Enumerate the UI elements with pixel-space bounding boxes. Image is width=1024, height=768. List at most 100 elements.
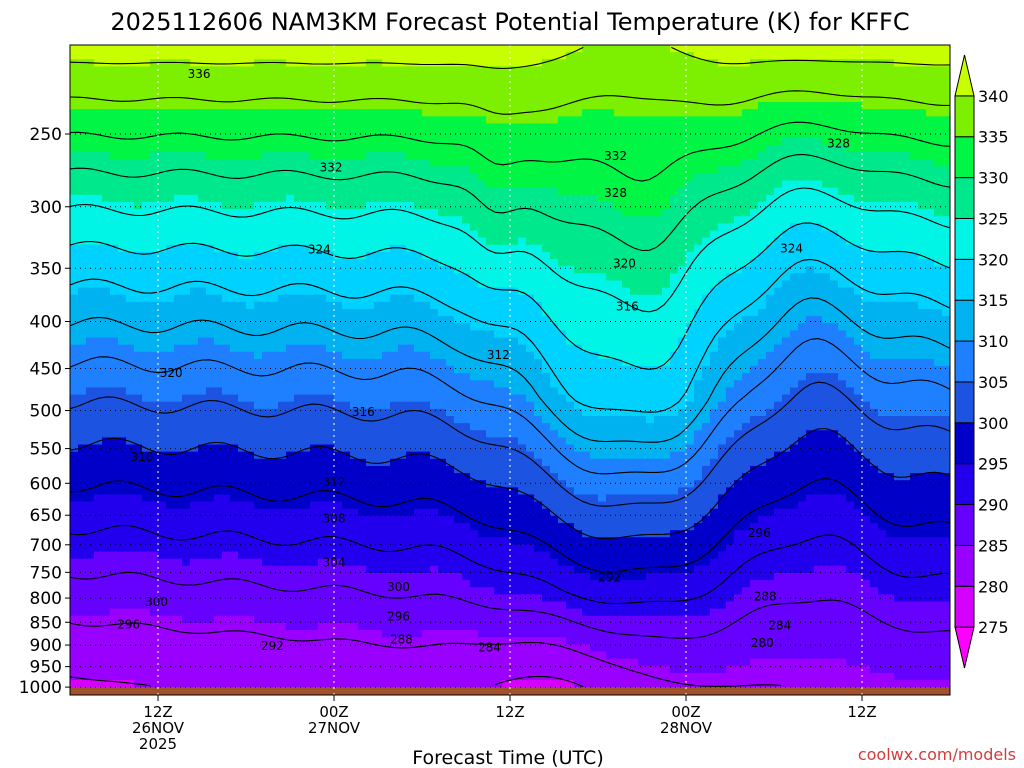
theta-band-cell [70, 430, 487, 438]
theta-band-cell [894, 672, 950, 681]
theta-band-cell [726, 330, 791, 339]
contour-308 [70, 338, 950, 475]
theta-band-cell [222, 551, 239, 560]
theta-band-cell [70, 52, 567, 60]
theta-band-cell [182, 394, 239, 403]
theta-band-cell [190, 501, 255, 510]
contour-label: 300 [387, 580, 410, 594]
theta-band-cell [790, 444, 855, 453]
theta-band-cell [70, 473, 471, 481]
theta-band-cell [702, 473, 743, 481]
theta-band-cell [670, 45, 950, 53]
theta-band-cell [70, 201, 135, 210]
theta-band-cell [430, 451, 535, 460]
theta-band-cell [542, 458, 711, 467]
contour-label: 324 [780, 241, 803, 255]
theta-band-cell [70, 508, 359, 517]
theta-band-cell [70, 401, 255, 410]
theta-band-cell [110, 608, 151, 617]
contour-label: 312 [323, 475, 346, 489]
theta-band-cell [678, 408, 711, 417]
theta-band-cell [750, 59, 895, 67]
theta-band-cell [558, 387, 695, 396]
theta-band-cell [326, 344, 399, 353]
theta-band-cell [382, 59, 543, 67]
theta-band-cell [774, 287, 855, 296]
x-tick-label: 2025 [139, 735, 177, 753]
theta-band-cell [598, 194, 671, 203]
theta-band-cell [70, 244, 119, 253]
theta-band-cell [398, 344, 415, 353]
theta-band-cell [718, 451, 775, 460]
theta-band-cell [558, 187, 679, 196]
theta-band-cell [934, 209, 950, 217]
theta-band-cell [206, 387, 223, 396]
theta-band-cell [686, 444, 719, 453]
theta-band-cell [70, 387, 87, 396]
contour-label: 316 [130, 450, 153, 464]
theta-band-cell [550, 316, 695, 324]
theta-band-cell [582, 530, 671, 538]
theta-band-cell [750, 259, 935, 267]
theta-band-cell [310, 501, 343, 510]
theta-band-cell [438, 259, 559, 267]
theta-band-cell [742, 266, 807, 274]
contour-label: 284 [768, 619, 791, 633]
colorbar-label: 320 [978, 250, 1009, 269]
theta-band-cell [734, 594, 895, 603]
theta-band-cell [798, 437, 847, 446]
theta-band-cell [782, 180, 823, 189]
contour-284 [70, 622, 782, 687]
theta-band-cell [606, 273, 671, 282]
theta-band-cell [70, 73, 950, 82]
theta-band-cell [182, 558, 191, 567]
theta-band-cell [70, 651, 607, 660]
y-tick-label: 750 [30, 563, 62, 583]
theta-band-cell [806, 316, 823, 324]
theta-band-cell [886, 530, 950, 538]
theta-band-cell [694, 437, 727, 446]
theta-band-cell [918, 201, 950, 210]
theta-band-cell [70, 394, 143, 403]
theta-band-cell [678, 266, 743, 274]
theta-band-cell [686, 180, 783, 189]
theta-band-cell [566, 337, 679, 346]
theta-band-cell [734, 380, 799, 389]
theta-band-cell [478, 530, 583, 538]
theta-band-cell [766, 408, 879, 417]
theta-band-cell [438, 308, 543, 317]
theta-band-cell [566, 480, 695, 488]
theta-band-cell [190, 558, 263, 567]
theta-band-cell [702, 423, 743, 431]
theta-band-cell [726, 394, 783, 403]
theta-band-cell [838, 323, 950, 331]
theta-band-cell [70, 152, 111, 160]
theta-band-cell [782, 280, 839, 289]
theta-band-cell [174, 294, 223, 303]
plot-area [70, 45, 950, 688]
grid-lines [70, 45, 950, 695]
theta-band-cell [838, 230, 950, 239]
theta-band-cell [134, 344, 175, 353]
theta-band-cell [294, 194, 599, 203]
theta-band-cell [478, 280, 623, 289]
theta-band-cell [406, 451, 431, 460]
theta-band-cell [534, 408, 583, 417]
theta-band-cell [758, 515, 871, 524]
theta-band-cell [350, 451, 407, 460]
theta-band-cell [70, 308, 439, 317]
theta-band-cell [126, 294, 175, 303]
theta-band-cell [470, 166, 719, 175]
theta-band-cell [70, 301, 247, 310]
theta-band-cell [70, 480, 487, 488]
theta-band-cell [870, 351, 950, 360]
theta-band-cell [822, 316, 950, 324]
theta-band-cell [822, 137, 950, 146]
theta-band-cell [86, 387, 127, 396]
theta-band-cell [750, 465, 879, 474]
theta-band-cell [702, 301, 767, 310]
theta-band-cell [558, 259, 687, 267]
theta-band-cell [462, 216, 735, 224]
theta-band-cell [406, 152, 759, 160]
theta-band-cell [454, 465, 551, 474]
